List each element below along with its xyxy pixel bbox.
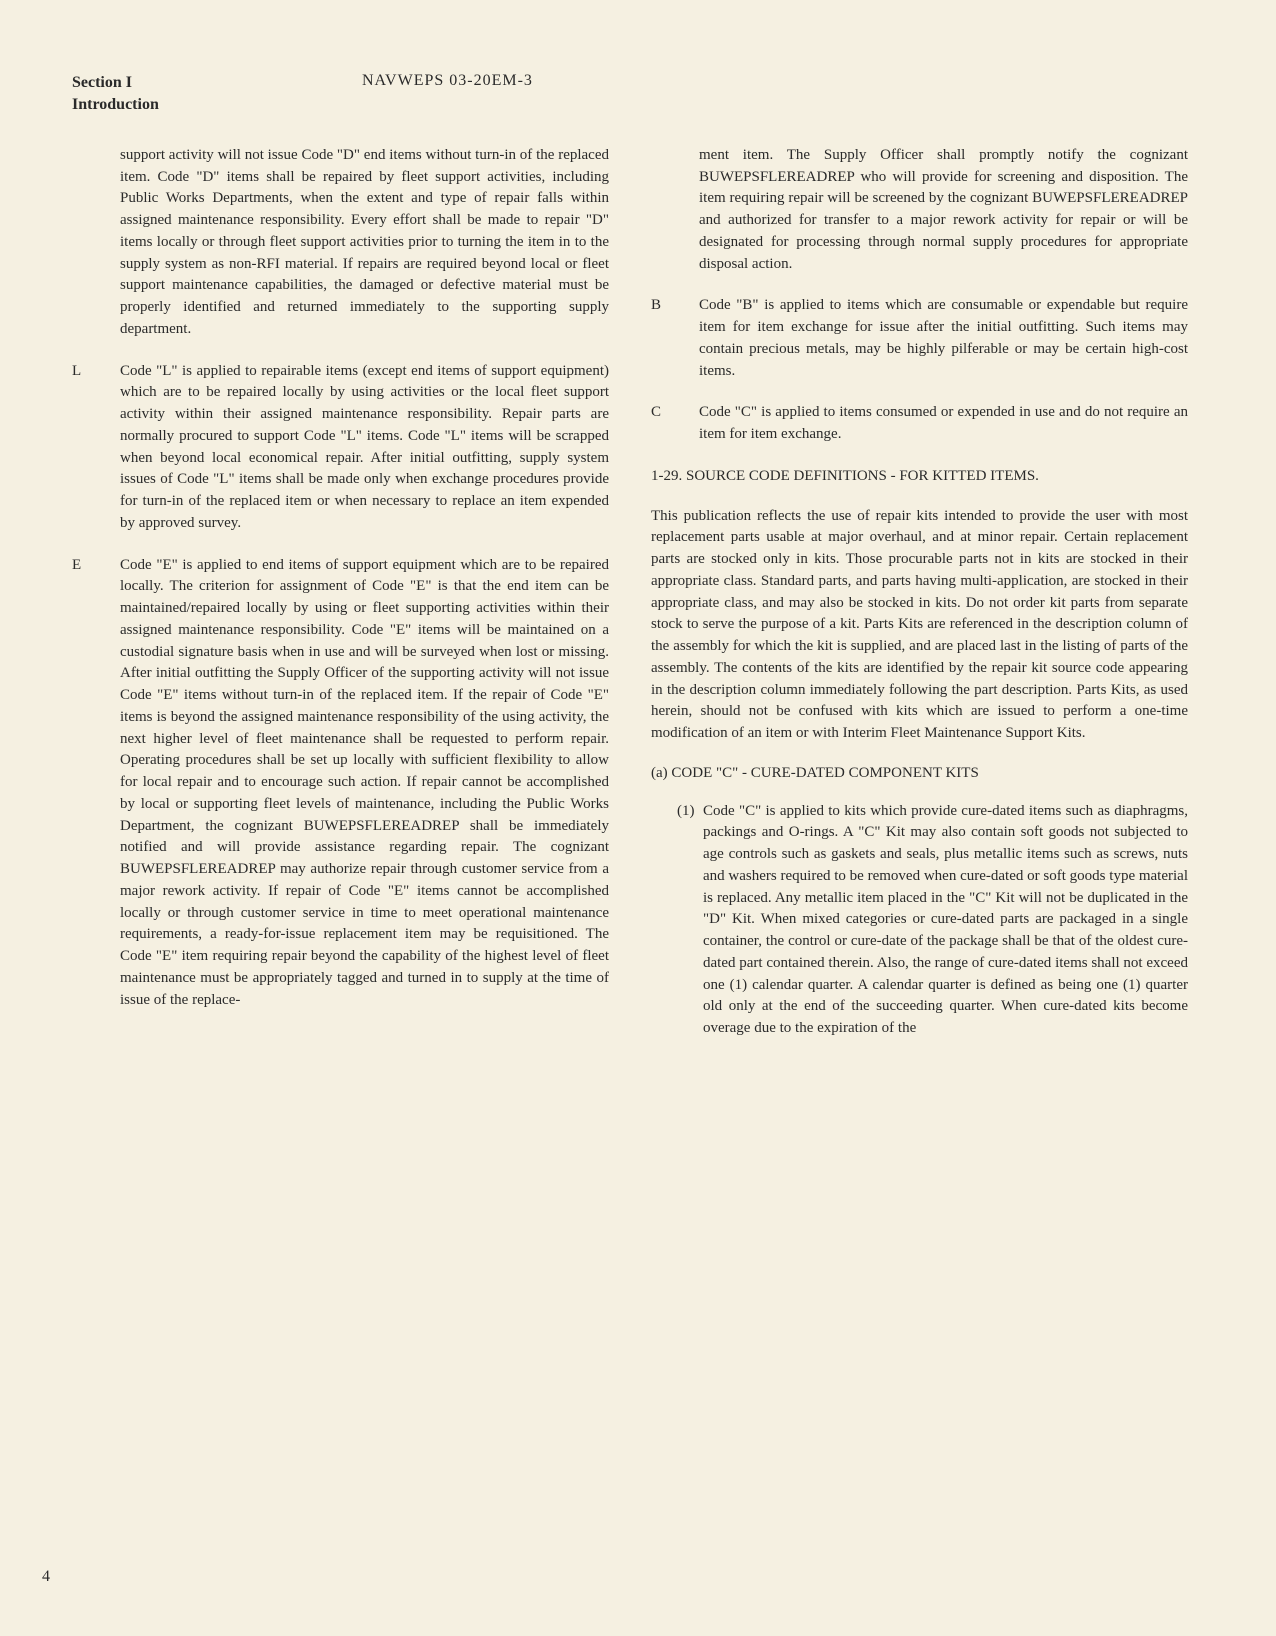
intro-paragraph: support activity will not issue Code "D"… xyxy=(120,145,609,341)
continuation-paragraph: ment item. The Supply Officer shall prom… xyxy=(699,145,1188,276)
section-line2: Introduction xyxy=(72,94,362,116)
page-header: Section I Introduction NAVWEPS 03-20EM-3 xyxy=(72,72,1188,117)
code-B-letter: B xyxy=(651,295,699,382)
code-C-text: Code "C" is applied to items consumed or… xyxy=(699,402,1188,446)
section-line1: Section I xyxy=(72,72,362,94)
two-column-layout: support activity will not issue Code "D"… xyxy=(72,145,1188,1040)
code-E-row: E Code "E" is applied to end items of su… xyxy=(72,555,609,1012)
code-L-letter: L xyxy=(72,361,120,535)
code-C-row: C Code "C" is applied to items consumed … xyxy=(651,402,1188,446)
section-label: Section I Introduction xyxy=(72,72,362,117)
kits-paragraph: This publication reflects the use of rep… xyxy=(651,506,1188,745)
code-E-text: Code "E" is applied to end items of supp… xyxy=(120,555,609,1012)
sub-a-heading: (a) CODE "C" - CURE-DATED COMPONENT KITS xyxy=(651,763,1188,785)
section-1-29-heading: 1-29. SOURCE CODE DEFINITIONS - FOR KITT… xyxy=(651,466,1188,488)
code-C-letter: C xyxy=(651,402,699,446)
doc-number: NAVWEPS 03-20EM-3 xyxy=(362,72,1188,117)
sub-1-row: (1) Code "C" is applied to kits which pr… xyxy=(651,801,1188,1040)
code-L-row: L Code "L" is applied to repairable item… xyxy=(72,361,609,535)
sub-1-number: (1) xyxy=(651,801,703,1040)
code-L-text: Code "L" is applied to repairable items … xyxy=(120,361,609,535)
code-B-text: Code "B" is applied to items which are c… xyxy=(699,295,1188,382)
page-number: 4 xyxy=(42,1568,50,1586)
left-column: support activity will not issue Code "D"… xyxy=(72,145,609,1040)
sub-1-text: Code "C" is applied to kits which provid… xyxy=(703,801,1188,1040)
code-B-row: B Code "B" is applied to items which are… xyxy=(651,295,1188,382)
right-column: ment item. The Supply Officer shall prom… xyxy=(651,145,1188,1040)
code-E-letter: E xyxy=(72,555,120,1012)
